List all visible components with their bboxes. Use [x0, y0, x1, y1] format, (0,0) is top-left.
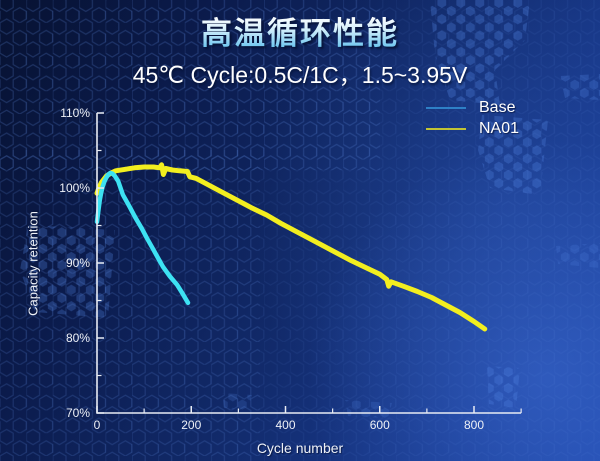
legend-item-base: Base — [426, 97, 519, 118]
x-tick-label: 600 — [370, 418, 390, 432]
legend-line-base — [426, 106, 466, 109]
y-tick-label: 100% — [59, 181, 90, 195]
legend-line-na01 — [426, 127, 466, 130]
x-tick-label: 400 — [275, 418, 295, 432]
tick-labels: 70% 80% 90% 100% 110% 0 200 400 600 800 — [59, 106, 484, 432]
y-tick-label: 90% — [66, 256, 90, 270]
y-tick-label: 80% — [66, 331, 90, 345]
legend-label-na01: NA01 — [479, 119, 520, 137]
legend-item-na01: NA01 — [426, 118, 519, 139]
legend-label-base: Base — [479, 98, 516, 116]
x-tick-label: 0 — [94, 418, 101, 432]
series-line-base — [94, 170, 191, 306]
x-tick-label: 800 — [464, 418, 484, 432]
chart-legend: Base NA01 — [426, 97, 519, 139]
page-subtitle: 45℃ Cycle:0.5C/1C，1.5~3.95V — [132, 62, 468, 88]
page-title: 高温循环性能 — [0, 8, 600, 53]
series-line-na01 — [94, 162, 488, 332]
x-axis-title: Cycle number — [256, 440, 344, 456]
y-tick-label: 110% — [60, 106, 90, 120]
y-tick-label: 70% — [66, 406, 90, 420]
x-tick-label: 200 — [181, 418, 201, 432]
axis-ticks — [96, 112, 522, 414]
y-axis-title: Capacity retention — [25, 211, 41, 316]
